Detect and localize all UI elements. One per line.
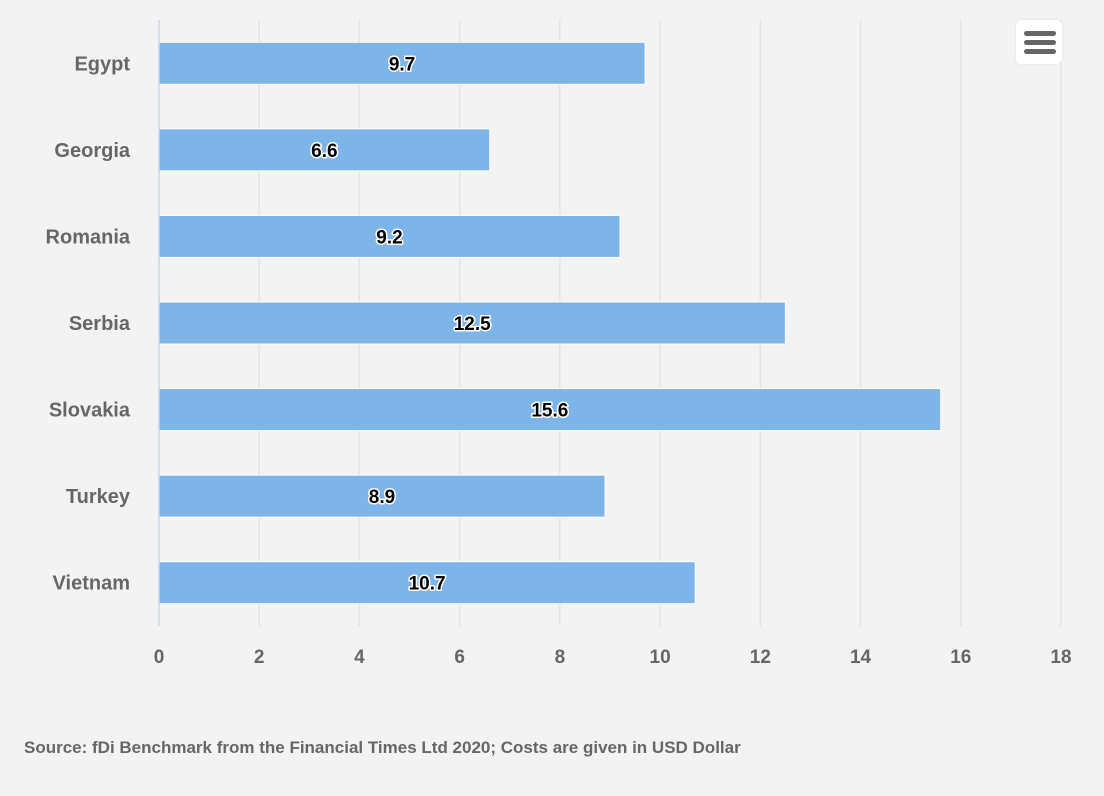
x-tick-label: 18 <box>1050 647 1071 668</box>
bar-georgia[interactable] <box>158 128 491 172</box>
bar-romania[interactable] <box>158 214 621 258</box>
category-label: Egypt <box>74 53 130 75</box>
category-label: Slovakia <box>49 400 131 422</box>
category-labels: Egypt Georgia Romania Serbia Slovakia Turkey V… <box>46 53 131 594</box>
data-label: 9.2 <box>376 227 402 248</box>
data-label: 10.7 <box>409 574 446 595</box>
category-label: Turkey <box>66 486 131 508</box>
x-tick-label: 8 <box>555 647 566 668</box>
data-label: 15.6 <box>531 401 568 422</box>
x-axis-tick-labels: 0 2 4 6 8 10 12 14 16 18 <box>154 647 1072 668</box>
data-label: 8.9 <box>369 487 395 508</box>
category-label: Serbia <box>69 313 131 335</box>
data-labels: 9.7 6.6 9.2 12.5 15.6 8.9 10.7 <box>310 53 570 596</box>
data-label: 12.5 <box>454 314 491 335</box>
x-tick-label: 4 <box>354 647 365 668</box>
bar-egypt[interactable] <box>158 41 646 85</box>
chart-menu-button[interactable] <box>1016 20 1062 64</box>
x-tick-label: 10 <box>650 647 671 668</box>
x-tick-label: 2 <box>254 647 265 668</box>
x-tick-label: 6 <box>454 647 465 668</box>
x-tick-label: 16 <box>950 647 971 668</box>
x-tick-label: 0 <box>154 647 165 668</box>
bars <box>158 41 942 605</box>
bar-turkey[interactable] <box>158 474 606 518</box>
bar-slovakia[interactable] <box>158 388 942 432</box>
source-note: Source: fDi Benchmark from the Financial… <box>24 738 741 757</box>
category-label: Romania <box>46 226 131 248</box>
x-tick-label: 12 <box>750 647 771 668</box>
category-label: Vietnam <box>53 573 130 595</box>
category-label: Georgia <box>54 140 130 162</box>
data-label: 9.7 <box>389 54 415 75</box>
bar-serbia[interactable] <box>158 301 786 345</box>
x-tick-label: 14 <box>850 647 872 668</box>
bar-vietnam[interactable] <box>158 561 696 605</box>
data-label: 6.6 <box>311 141 337 162</box>
